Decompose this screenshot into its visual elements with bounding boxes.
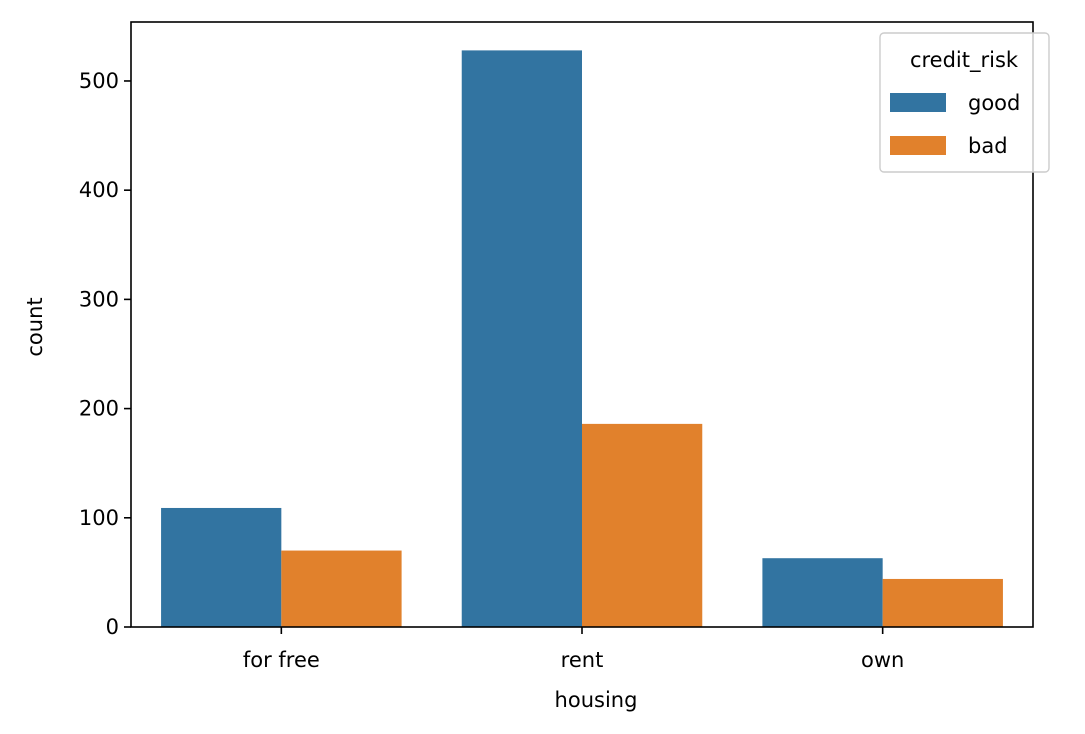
bar-for-free-bad (281, 550, 402, 627)
x-tick-label: own (861, 648, 904, 672)
bar-for-free-good (161, 507, 282, 627)
y-tick-label: 100 (79, 506, 119, 530)
x-axis: for free rent own (243, 627, 904, 672)
y-axis-label: count (23, 297, 47, 356)
legend-label-bad: bad (968, 134, 1008, 158)
x-axis-label: housing (555, 688, 638, 712)
y-tick-label: 0 (106, 615, 119, 639)
bar-own-good (762, 558, 883, 627)
bar-rent-bad (582, 423, 703, 627)
bar-rent-good (461, 50, 582, 628)
bar-own-bad (882, 578, 1003, 627)
y-tick-label: 400 (79, 178, 119, 202)
legend-label-good: good (968, 91, 1020, 115)
y-tick-label: 300 (79, 287, 119, 311)
x-tick-label: rent (561, 648, 604, 672)
legend-swatch-good (890, 93, 946, 112)
legend-title: credit_risk (910, 48, 1019, 73)
y-tick-label: 500 (79, 69, 119, 93)
bars-group (161, 50, 1003, 628)
y-tick-label: 200 (79, 397, 119, 421)
y-axis: 0 100 200 300 400 500 (79, 69, 131, 639)
x-tick-label: for free (243, 648, 320, 672)
legend: credit_risk good bad (879, 32, 1050, 173)
legend-swatch-bad (890, 136, 946, 155)
